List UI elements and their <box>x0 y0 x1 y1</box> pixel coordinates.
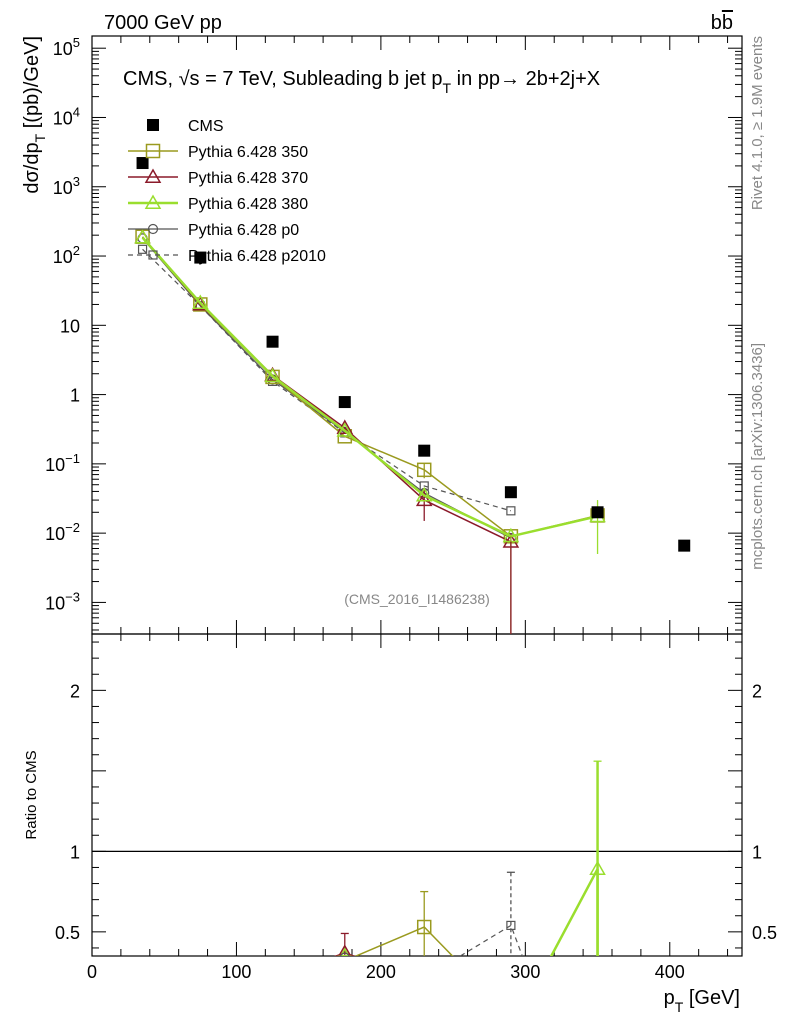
plot-title: CMS, √s = 7 TeV, Subleading b jet pT in … <box>123 68 600 96</box>
p380-line <box>141 236 598 538</box>
main-y-tick-label: 103 <box>53 174 80 198</box>
p2010-marker <box>506 920 516 931</box>
cms-data-point <box>678 539 691 552</box>
p370-marker <box>338 944 352 956</box>
ratio-p2010-line <box>460 924 523 956</box>
p2010-line <box>142 248 512 512</box>
ratio-p350-line <box>354 926 454 956</box>
ratio-series-p350 <box>354 890 454 956</box>
main-y-tick-label: 10−2 <box>45 520 80 544</box>
legend-p2010-label: Pythia 6.428 p2010 <box>188 248 326 265</box>
p350-marker <box>416 462 432 478</box>
ratio-y-tick-label: 2 <box>70 681 80 701</box>
legend-item-p350: Pythia 6.428 350 <box>128 143 308 161</box>
cms-data-point <box>418 444 431 457</box>
p370-line <box>141 237 512 543</box>
series-p350 <box>135 229 605 544</box>
p0-marker <box>147 223 159 235</box>
main-y-tick-label: 105 <box>53 35 80 59</box>
p370-marker <box>415 491 433 507</box>
cms-data-point <box>194 251 207 264</box>
legend-p370-label: Pythia 6.428 370 <box>188 170 308 187</box>
ratio-clipped <box>330 760 606 960</box>
ratio-series-p2010 <box>460 871 523 956</box>
analysis-id: (CMS_2016_I1486238) <box>344 591 490 607</box>
p380-marker <box>589 860 606 876</box>
ratio-series-p0 <box>330 952 359 960</box>
p380-marker <box>264 367 281 383</box>
legend-p0-label: Pythia 6.428 p0 <box>188 222 299 239</box>
cms-data-point <box>338 396 351 409</box>
main-series-layer <box>134 157 691 634</box>
series-p370 <box>134 229 520 548</box>
p380-marker <box>336 422 354 437</box>
ratio-axes: 0.5 0.5 1 1 2 2 <box>55 634 777 956</box>
x-tick-label: 0 <box>87 962 97 982</box>
ratio-y-tick-label: 0.5 <box>55 923 80 943</box>
legend: CMS Pythia 6.428 350 Pythia 6.428 370 Pythi… <box>128 118 326 265</box>
legend-item-p0: Pythia 6.428 p0 <box>128 222 299 239</box>
series-cms <box>136 157 691 552</box>
ratio-series-layer <box>330 760 606 960</box>
legend-item-p370: Pythia 6.428 370 <box>128 168 308 187</box>
cms-data-point <box>136 157 149 170</box>
legend-p380-label: Pythia 6.428 380 <box>188 196 308 213</box>
header-right-label: bb <box>711 12 733 34</box>
ratio-y-tick-label-right: 0.5 <box>752 923 777 943</box>
p2010-marker <box>148 250 158 260</box>
series-p2010 <box>137 244 516 516</box>
series-p380 <box>134 229 606 554</box>
p370-marker <box>134 229 151 244</box>
p380-marker <box>134 229 151 244</box>
p2010-marker <box>137 244 148 254</box>
p2010-marker <box>506 506 516 516</box>
ratio-plot-frame <box>91 633 743 957</box>
cms-data-point <box>504 486 517 499</box>
mcplots-label: mcplots.cern.ch [arXiv:1306.3436] <box>749 343 766 570</box>
rivet-version-label: Rivet 4.1.0, ≥ 1.9M events <box>749 36 766 210</box>
p370-marker <box>144 168 162 183</box>
p350-line <box>141 236 598 538</box>
ratio-p380-line <box>549 868 599 956</box>
legend-p350-label: Pythia 6.428 350 <box>188 144 308 161</box>
legend-item-p380: Pythia 6.428 380 <box>128 194 308 213</box>
header-left-label: 7000 GeV pp <box>104 12 222 34</box>
main-y-tick-label: 10 <box>60 316 80 336</box>
main-y-tick-label: 102 <box>53 243 80 267</box>
p350-marker <box>416 919 432 935</box>
ratio-y-tick-label-right: 1 <box>752 842 762 862</box>
main-y-tick-label: 10−1 <box>45 451 80 475</box>
ratio-series-p380 <box>549 760 606 956</box>
cms-data-point <box>266 335 279 348</box>
x-axis-label: pT [GeV] <box>664 987 740 1015</box>
x-tick-label: 200 <box>366 962 396 982</box>
p380-marker <box>192 294 209 309</box>
header-right-bar: b <box>722 12 733 34</box>
p0-marker <box>339 952 350 956</box>
main-y-tick-label: 10−3 <box>45 589 80 613</box>
y-axis-label-main: dσ/dpT [(pb)/GeV] <box>21 36 48 194</box>
main-axes: 10−3 10−2 10−1 1 10 102 103 104 105 <box>45 35 742 634</box>
p380-marker <box>415 486 433 502</box>
x-tick-label: 300 <box>510 962 540 982</box>
legend-item-cms: CMS <box>147 118 224 135</box>
main-y-tick-label: 1 <box>70 386 80 406</box>
p380-marker <box>144 194 162 209</box>
ratio-p0-line <box>330 958 359 960</box>
main-y-tick-label: 104 <box>53 104 80 128</box>
p350-marker <box>145 143 161 159</box>
ratio-y-tick-label: 1 <box>70 842 80 862</box>
x-tick-label: 100 <box>221 962 251 982</box>
legend-item-p2010: Pythia 6.428 p2010 <box>128 248 326 265</box>
x-tick-label: 400 <box>655 962 685 982</box>
cms-data-point <box>147 119 159 131</box>
y-axis-label-ratio: Ratio to CMS <box>23 750 40 839</box>
legend-cms-label: CMS <box>188 118 224 135</box>
ratio-y-tick-label-right: 2 <box>752 681 762 701</box>
x-tick-labels: 0 100 200 300 400 <box>87 962 685 982</box>
cms-data-point <box>591 506 604 519</box>
